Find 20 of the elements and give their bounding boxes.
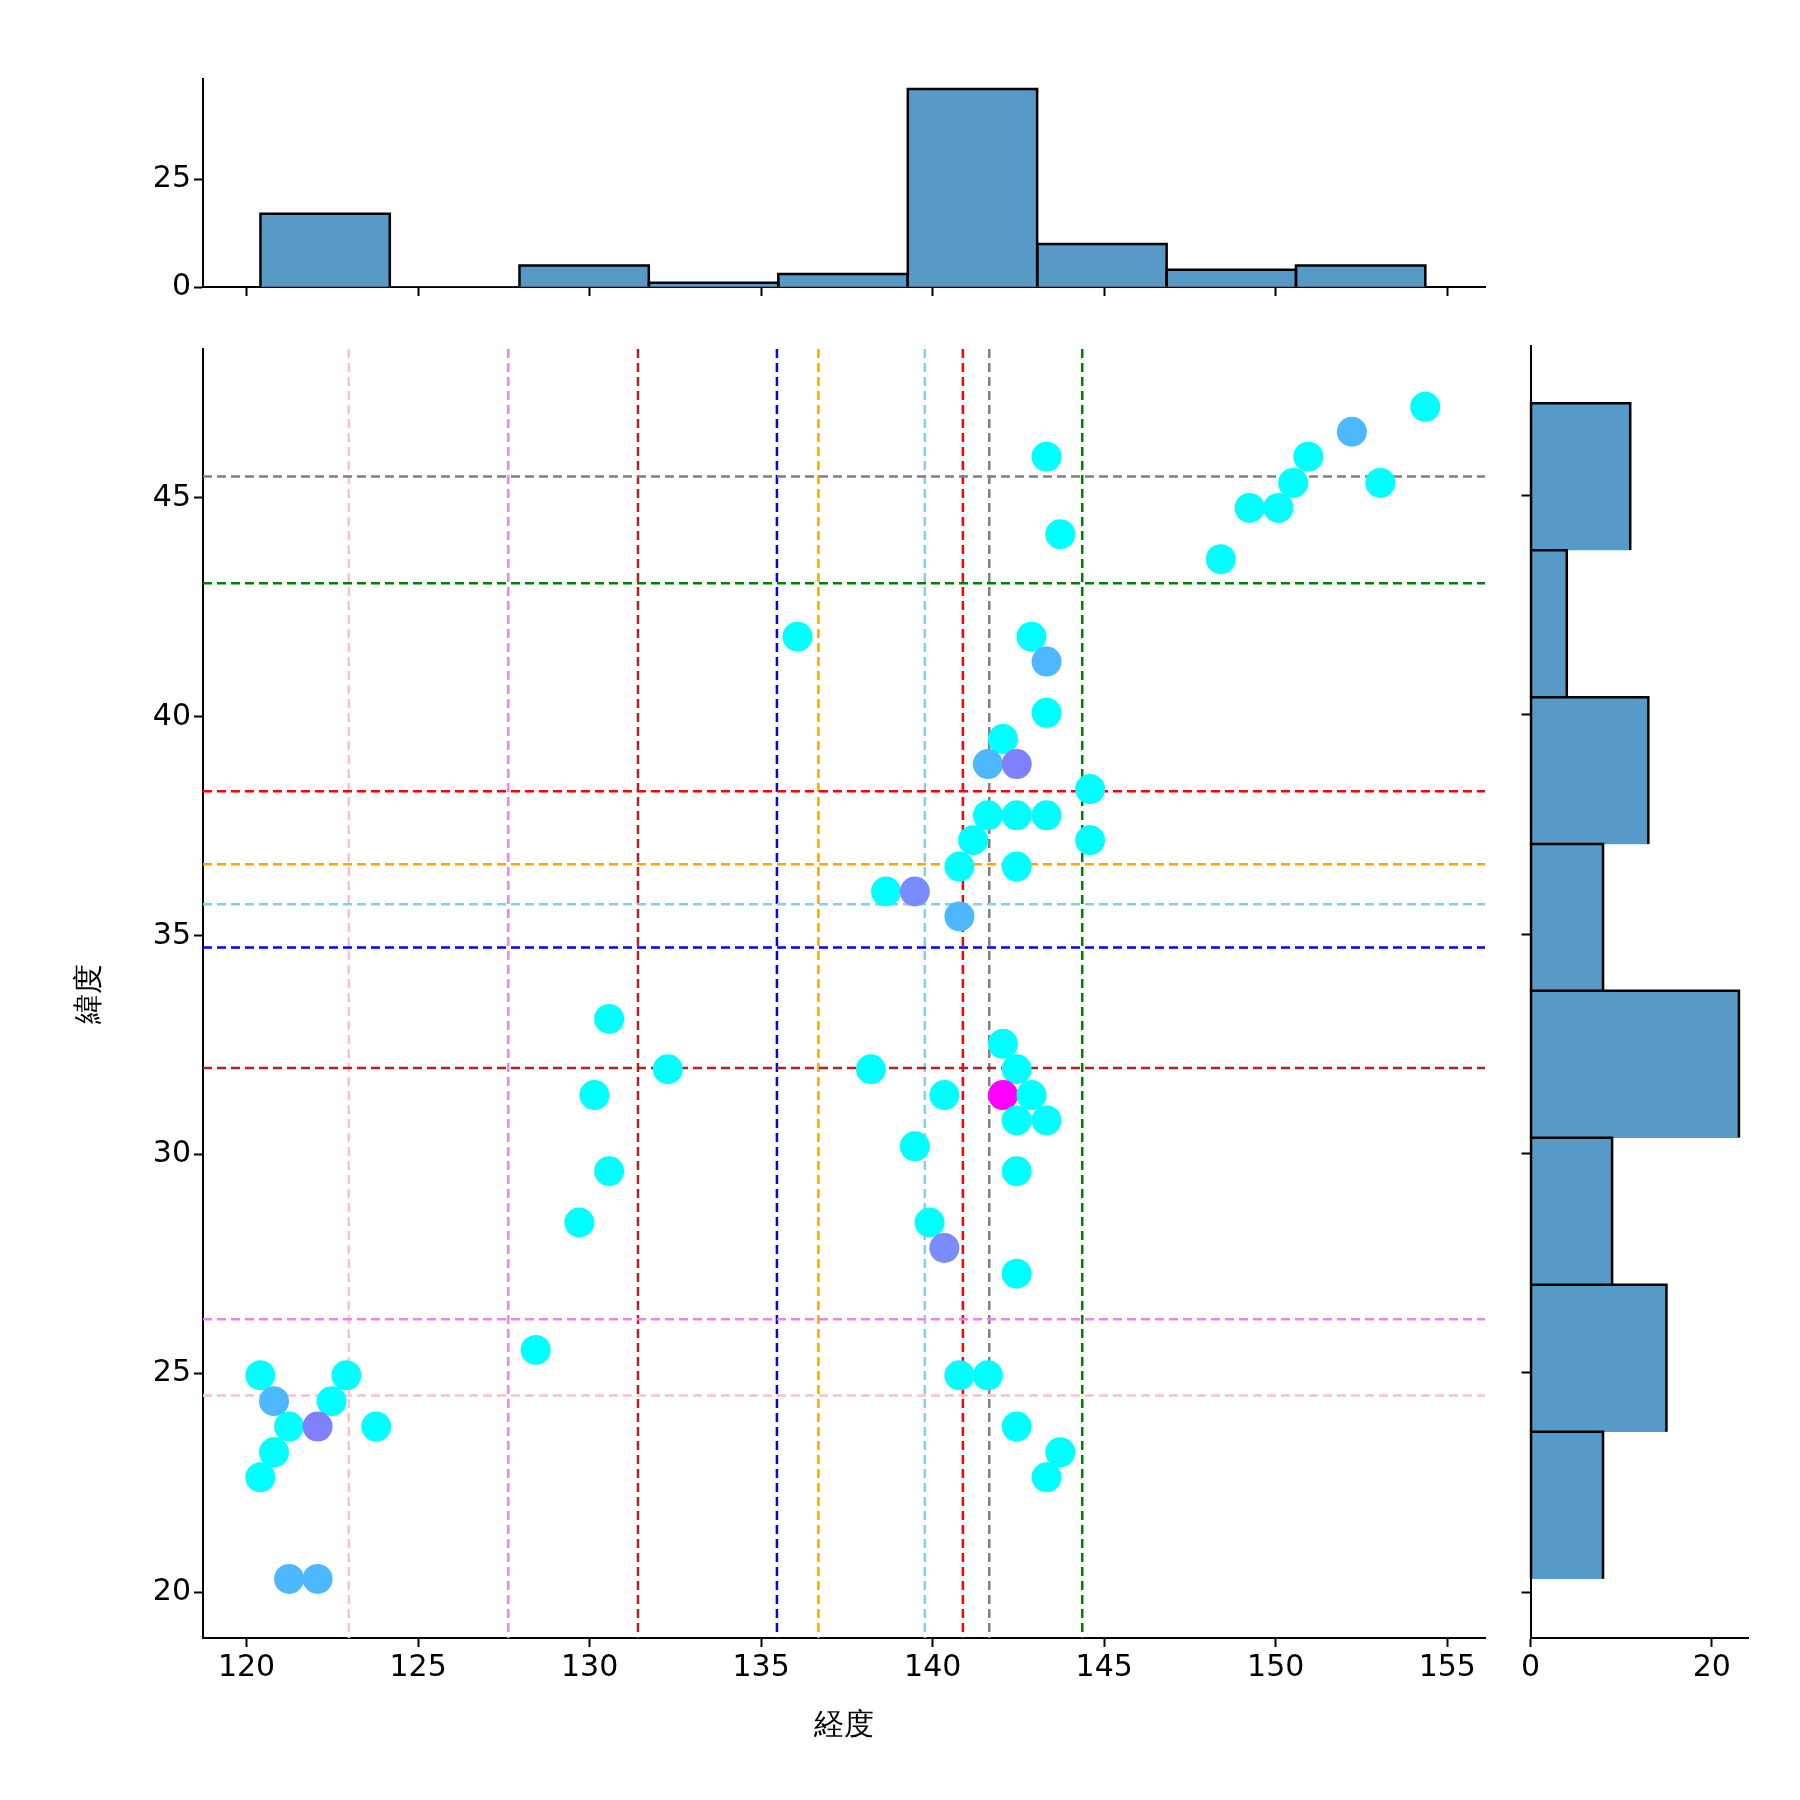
y-tick-label: 40 [152, 696, 191, 732]
x-tick-label: 135 [732, 1647, 790, 1683]
y-tick-label: 25 [152, 1353, 191, 1389]
x-tick-label: 120 [217, 1647, 276, 1683]
y-axis-title: 緯度 [69, 963, 105, 1025]
x-tick-label: 140 [904, 1647, 962, 1683]
x-axis-title: 経度 [813, 1705, 874, 1741]
y-tick-label: 35 [152, 915, 191, 951]
x-tick-label: 125 [389, 1647, 447, 1683]
x-tick-label: 20 [1692, 1647, 1731, 1683]
x-tick-label: 0 [1521, 1647, 1541, 1683]
x-tick-label: 150 [1247, 1647, 1305, 1683]
x-tick-label: 130 [560, 1647, 619, 1683]
y-tick-label: 0 [171, 266, 191, 302]
y-tick-label: 45 [152, 477, 191, 513]
y-tick-label: 20 [152, 1572, 191, 1608]
y-tick-label: 25 [152, 159, 191, 195]
y-tick-label: 30 [152, 1134, 191, 1170]
x-tick-label: 145 [1075, 1647, 1133, 1683]
x-tick-label: 155 [1418, 1647, 1476, 1683]
